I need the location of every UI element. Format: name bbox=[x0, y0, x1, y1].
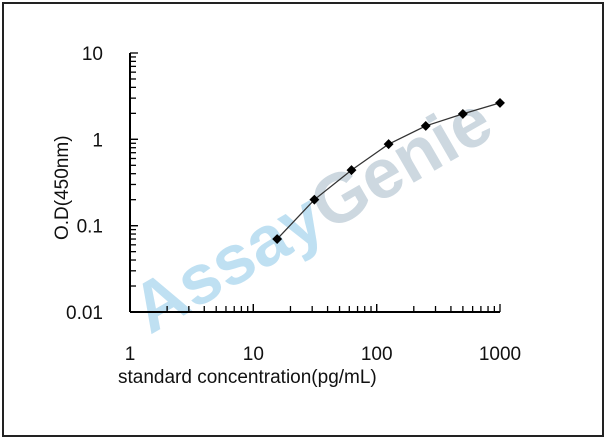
y-tick-label: 1 bbox=[92, 130, 103, 151]
y-tick-label: 0.1 bbox=[77, 217, 103, 238]
data-point bbox=[309, 194, 320, 205]
x-tick-label: 100 bbox=[361, 344, 393, 365]
ticks bbox=[129, 52, 501, 313]
x-tick-label: 1000 bbox=[479, 344, 521, 365]
data-point bbox=[346, 165, 357, 176]
x-axis-label: standard concentration(pg/mL) bbox=[118, 367, 377, 388]
axes bbox=[129, 53, 500, 313]
tick-labels: 1 10 100 1000 10 1 0.1 0.01 bbox=[66, 44, 521, 365]
chart-frame bbox=[2, 2, 604, 437]
x-tick-label: 1 bbox=[125, 344, 136, 365]
y-tick-label: 0.01 bbox=[66, 303, 103, 324]
data-point bbox=[383, 139, 394, 150]
data-point bbox=[272, 234, 283, 244]
y-axis-label: O.D(450nm) bbox=[52, 135, 73, 240]
x-tick-label: 10 bbox=[243, 344, 264, 365]
data-point bbox=[495, 97, 505, 108]
y-tick-label: 10 bbox=[82, 44, 103, 65]
